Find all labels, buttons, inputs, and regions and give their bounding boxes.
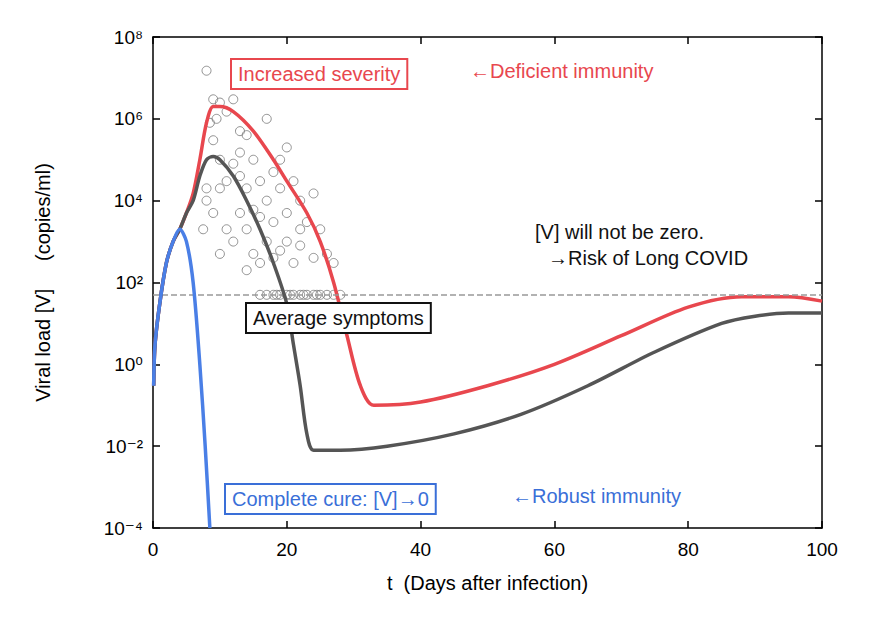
- svg-text:10²: 10²: [116, 272, 143, 293]
- svg-text:Increased severity: Increased severity: [238, 63, 400, 85]
- svg-text:←Deficient immunity: ←Deficient immunity: [470, 60, 653, 82]
- svg-text:0: 0: [148, 539, 159, 560]
- svg-text:t (Days after infection): t (Days after infection): [387, 572, 588, 594]
- svg-text:10⁻⁴: 10⁻⁴: [104, 518, 143, 539]
- svg-text:20: 20: [276, 539, 297, 560]
- svg-text:[V] will not be zero.: [V] will not be zero.: [535, 221, 704, 243]
- svg-text:10⁰: 10⁰: [114, 354, 143, 375]
- svg-text:60: 60: [544, 539, 565, 560]
- svg-text:100: 100: [806, 539, 838, 560]
- svg-text:Complete cure: [V]→0: Complete cure: [V]→0: [232, 488, 429, 510]
- svg-text:→Risk of Long COVID: →Risk of Long COVID: [548, 247, 748, 269]
- svg-text:40: 40: [410, 539, 431, 560]
- svg-text:Viral load [V] (copies/ml): Viral load [V] (copies/ml): [32, 163, 54, 402]
- svg-text:80: 80: [678, 539, 699, 560]
- svg-text:10⁸: 10⁸: [114, 27, 143, 48]
- svg-text:10⁶: 10⁶: [114, 108, 143, 129]
- svg-text:Average symptoms: Average symptoms: [253, 307, 424, 329]
- svg-text:←Robust immunity: ←Robust immunity: [512, 485, 681, 507]
- svg-text:10⁻²: 10⁻²: [106, 436, 144, 457]
- svg-text:10⁴: 10⁴: [114, 190, 143, 211]
